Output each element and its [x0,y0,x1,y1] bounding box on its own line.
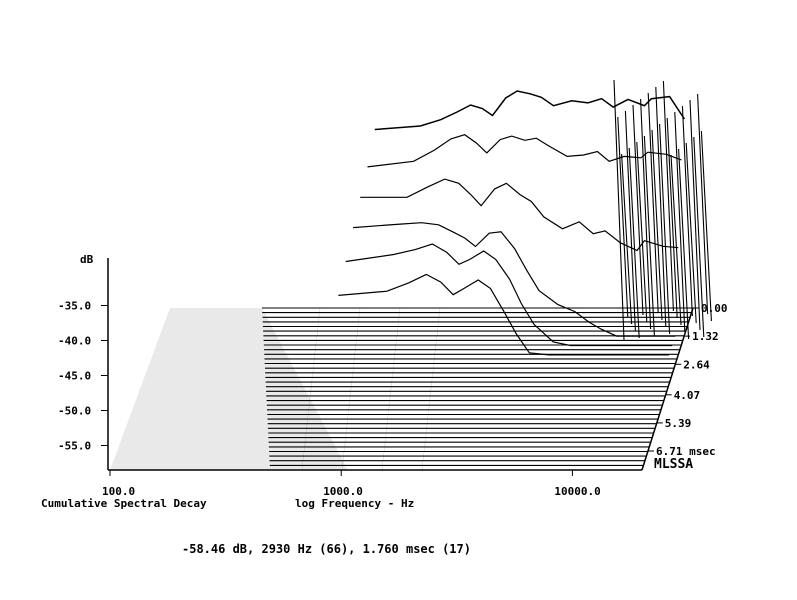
hf-trace [643,135,655,337]
stipple-line [421,307,441,471]
hf-trace [659,123,671,335]
decay-curve [352,222,676,337]
hf-trace [674,111,686,333]
stipple-line [341,307,361,471]
y-axis-label: dB [80,253,94,266]
decay-curve [345,243,673,347]
decay-curves [338,79,712,356]
hf-trace [636,141,648,323]
hf-trace [689,99,701,331]
hf-trace [670,154,682,326]
time-tick-label: 2.64 [683,358,710,371]
y-tick-label: -50.0 [58,405,91,418]
hf-trace [632,104,644,316]
time-tick-label: 4.07 [674,389,701,402]
stipple-wall [110,308,348,470]
hf-trace [628,147,640,339]
hf-trace [681,105,693,317]
hf-trace [685,142,697,324]
x-axis-label: log Frequency - Hz [295,497,414,510]
time-tick-label: 1.32 [692,330,719,343]
x-tick-label: 1000.0 [323,485,363,498]
x-axis: 100.0 1000.0 10000.0 [102,469,642,498]
time-tick-label: 0.00 [701,302,728,315]
hf-trace [617,116,629,318]
decay-curve [338,273,670,356]
hf-trace [651,129,663,321]
stipple-line [301,307,321,471]
hf-trace [697,93,709,315]
hf-trace [624,110,636,332]
time-axis-line [641,307,694,471]
chart-title: Cumulative Spectral Decay [41,497,207,510]
y-tick-label: -55.0 [58,440,91,453]
y-tick-label: -45.0 [58,370,91,383]
y-tick-label: -35.0 [58,300,91,313]
x-tick-label: 100.0 [102,485,135,498]
hf-trace [621,153,633,325]
hf-trace [655,86,667,328]
stipple-line [381,307,401,471]
x-tick-label: 10000.0 [554,485,600,498]
brand-label: MLSSA [654,457,693,472]
hf-trace [640,98,652,330]
y-axis: -35.0 -40.0 -45.0 -50.0 -55.0 [58,258,109,470]
time-tick-label: 6.71 msec [656,445,716,458]
hf-trace [613,79,625,341]
hf-trace [662,80,674,312]
cursor-readout: -58.46 dB, 2930 Hz (66), 1.760 msec (17) [182,542,471,556]
time-tick-label: 5.39 [665,417,692,430]
hf-trace [700,130,712,322]
hf-trace [678,148,690,340]
hf-trace [693,136,705,338]
hf-trace [666,117,678,319]
y-tick-label: -40.0 [58,335,91,348]
hf-trace [647,92,659,314]
decay-curve [374,90,686,131]
time-axis: 0.00 1.32 2.64 4.07 5.39 6.71 msec [641,302,728,471]
